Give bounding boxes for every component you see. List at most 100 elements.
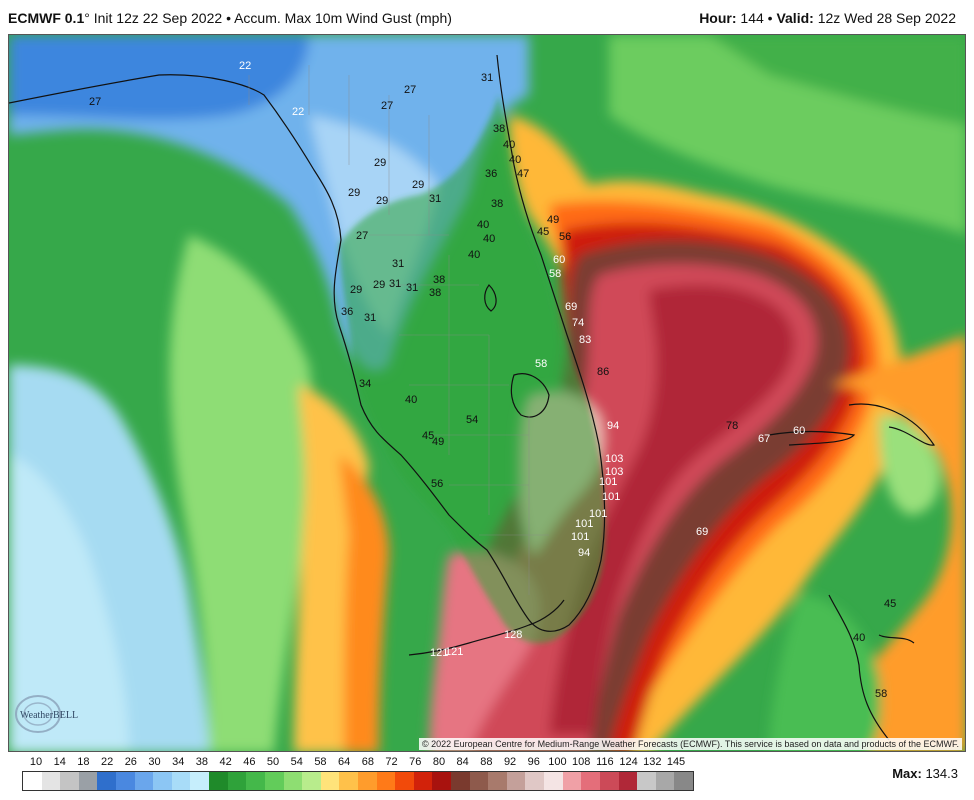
map-value-label: 40 [477,219,489,231]
colorbar-tick-label: 10 [29,756,43,768]
colorbar-tick-label: 46 [243,756,256,768]
colorbar-swatch [506,772,526,790]
map-value-label: 27 [381,100,393,112]
colorbar-swatch [227,772,247,790]
valid-value: 12z Wed 28 Sep 2022 [817,10,956,26]
map-value-label: 58 [549,268,561,280]
map-value-label: 34 [359,378,371,390]
map-value-label: 86 [597,366,609,378]
colorbar-tick-label: 22 [100,756,114,768]
map-value-label: 101 [589,508,607,520]
map-value-label: 101 [602,491,620,503]
colorbar-swatch [171,772,191,790]
map-value-label: 31 [392,258,404,270]
colorbar-swatch [339,772,358,790]
map-value-label: 60 [553,254,565,266]
map-value-label: 56 [559,231,571,243]
map-value-label: 38 [433,274,445,286]
colorbar-swatch [209,772,228,790]
hour-value: 144 [740,10,764,26]
copyright-notice: © 2022 European Centre for Medium-Range … [418,738,962,750]
map-value-label: 38 [493,123,505,135]
map-value-label: 22 [292,106,304,118]
colorbar-tick-label: 50 [266,756,280,768]
map-value-label: 67 [758,433,770,445]
weatherbell-logo: WeatherBELL [14,690,98,738]
logo-mark: WeatherBELL [15,695,78,733]
colorbar-swatch [190,772,210,790]
separator-dot: • [767,10,773,26]
max-value: 134.3 [925,766,958,781]
product-name: Accum. Max 10m Wind Gust (mph) [234,10,452,26]
colorbar-swatch [599,772,619,790]
map-value-label: 29 [376,195,388,207]
map-value-label: 58 [875,688,887,700]
colorbar-tick-label: 14 [53,756,66,768]
map-value-label: 121 [430,647,448,659]
colorbar-swatch [451,772,470,790]
colorbar-swatch [469,772,489,790]
colorbar-tick-label: 108 [571,756,591,768]
map-value-label: 31 [481,72,493,84]
colorbar-tick-label: 96 [527,756,540,768]
colorbar-tick-label: 92 [503,756,517,768]
colorbar-tick-label: 38 [195,756,209,768]
colorbar-tick-label: 76 [409,756,422,768]
colorbar-swatch [413,772,433,790]
colorbar-tick-label: 72 [385,756,398,768]
map-value-label: 94 [607,420,619,432]
map-value-label: 27 [356,230,368,242]
map-value-label: 121 [445,646,463,658]
map-value-label: 103 [605,453,623,465]
wind-gust-map[interactable]: 22 27 22 27 27 31 38 40 40 47 36 29 29 29 31 29 38 27 40 40… [8,34,966,752]
colorbar-tick-label: 116 [596,756,614,768]
map-value-label: 29 [373,279,385,291]
colorbar-swatch [264,772,284,790]
colorbar-swatch [78,772,98,790]
max-value-readout: Max: 134.3 [892,766,958,781]
colorbar-swatch [320,772,340,790]
map-value-label: 22 [239,60,251,72]
colorbar-swatch [246,772,265,790]
map-value-label: 27 [404,84,416,96]
colorbar-swatch [376,772,396,790]
map-value-label: 36 [341,306,353,318]
colorbar-swatch [283,772,303,790]
map-value-label: 36 [485,168,497,180]
map-value-label: 78 [726,420,738,432]
map-value-label: 40 [509,154,521,166]
map-value-label: 69 [696,526,708,538]
colorbar-tick-label: 34 [172,756,185,768]
map-value-label: 31 [364,312,376,324]
map-value-label: 27 [89,96,101,108]
colorbar-swatch [23,772,42,790]
florida-land-shading [339,95,606,644]
map-value-label: 101 [599,476,617,488]
colorbar-ticks: 10 14 18 22 26 30 34 38 42 46 50 54 58 64 68 72 76 80 84 88… [22,756,692,770]
colorbar-swatch [395,772,414,790]
map-value-label: 40 [503,139,515,151]
colorbar-swatch [637,772,656,790]
map-value-label: 40 [468,249,480,261]
colorbar-tick-label: 124 [619,756,638,768]
map-value-label: 128 [504,629,522,641]
map-value-label: 29 [374,157,386,169]
map-value-label: 29 [350,284,362,296]
colorbar-swatch [153,772,172,790]
colorbar-swatch [302,772,321,790]
map-value-label: 83 [579,334,591,346]
map-value-label: 54 [466,414,478,426]
colorbar-swatch [544,772,563,790]
map-value-label: 40 [853,632,865,644]
colorbar-tick-label: 132 [643,756,662,768]
max-label: Max: [892,766,922,781]
colorbar-tick-label: 30 [148,756,161,768]
header: ECMWF 0.1° Init 12z 22 Sep 2022 • Accum.… [0,0,974,34]
colorbar-swatch [357,772,377,790]
colorbar-tick-label: 68 [361,756,374,768]
logo-text: WeatherBELL [20,710,78,721]
map-value-label: 49 [432,436,444,448]
hour-label: Hour: [699,10,737,26]
